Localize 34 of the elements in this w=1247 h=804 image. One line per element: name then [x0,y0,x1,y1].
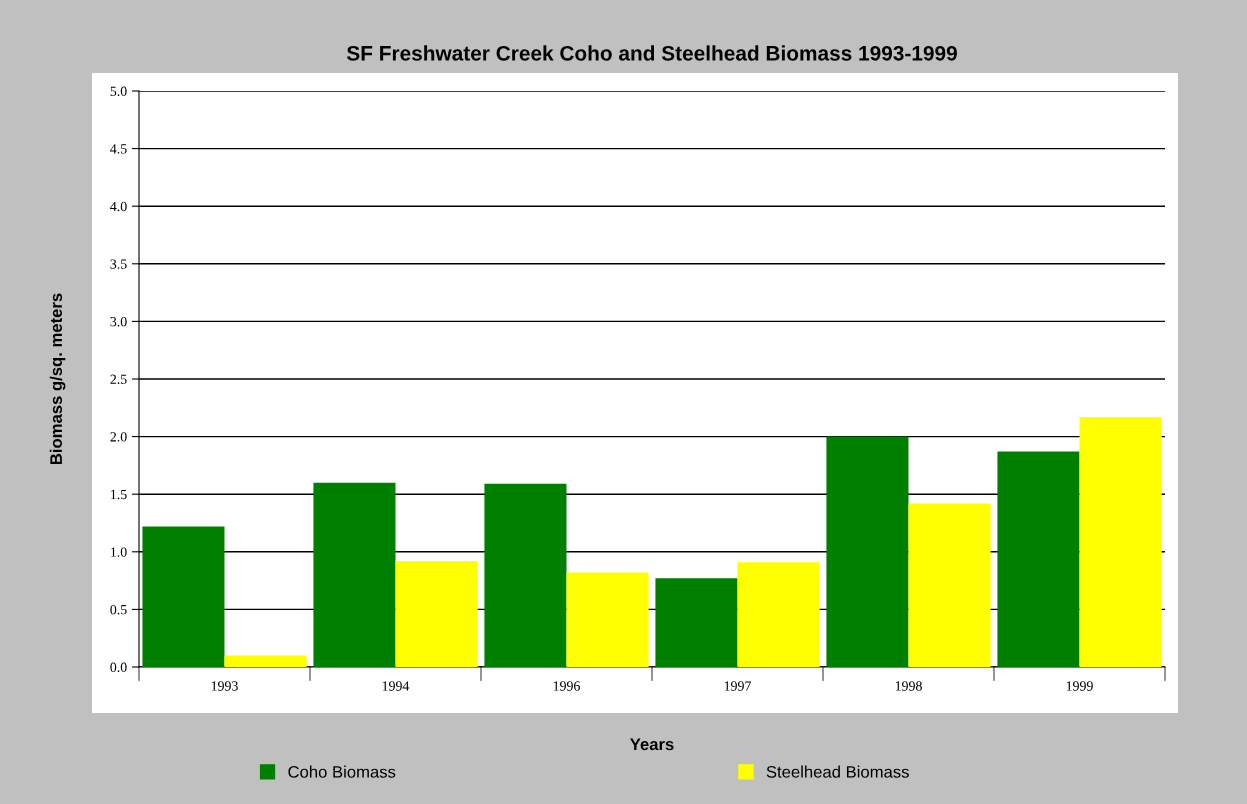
y-tick-label: 0.0 [110,662,127,673]
y-tick-label: 4.5 [110,144,127,154]
bar [484,483,567,667]
bar [655,578,738,667]
bar [737,562,820,667]
y-tick-label: 1.0 [111,547,127,557]
y-tick-label: 4.0 [110,201,127,212]
y-tick-label: 3.5 [110,259,127,269]
y-tick-label: 5.0 [110,86,127,97]
bar [908,503,991,667]
bar [313,482,396,667]
bar [997,451,1080,667]
y-tick-label: 1.5 [111,489,127,500]
y-tick-label: 2.0 [110,432,127,442]
bar [142,526,225,667]
legend-label: Steelhead Biomass [766,765,909,778]
x-tick-label: 1994 [382,681,410,691]
x-tick-label: 1998 [895,681,922,691]
x-tick-label: 1999 [1066,681,1093,691]
y-tick-label: 3.0 [110,316,127,327]
y-tick-label: 0.5 [110,604,127,615]
y-axis-title: Biomass g/sq. meters [49,293,66,465]
chart-title: SF Freshwater Creek Coho and Steelhead Biomass 1993-1999 [346,45,957,61]
y-tick-label: 2.5 [110,374,127,385]
x-tick-label: 1997 [724,681,751,691]
x-tick-label: 1996 [553,681,580,691]
legend-label: Coho Biomass [288,765,396,778]
bar [1079,417,1162,667]
bar [395,561,478,667]
x-axis-title: Years [630,738,674,751]
bar [224,655,307,667]
bar [826,436,909,667]
bar [566,572,649,667]
x-tick-label: 1993 [211,681,238,691]
